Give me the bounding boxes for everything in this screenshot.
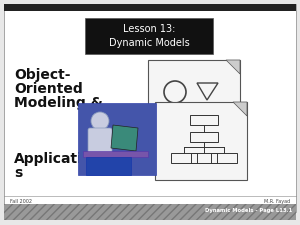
Bar xyxy=(78,103,156,175)
Circle shape xyxy=(91,112,109,130)
Text: Oriented: Oriented xyxy=(14,82,83,96)
Bar xyxy=(211,153,237,163)
Bar xyxy=(190,132,218,142)
Polygon shape xyxy=(233,102,247,116)
Bar xyxy=(4,4,296,11)
Bar xyxy=(83,151,148,157)
Bar xyxy=(171,153,197,163)
Polygon shape xyxy=(226,60,240,74)
Bar xyxy=(148,60,240,138)
Bar xyxy=(155,102,247,180)
Text: Fall 2002: Fall 2002 xyxy=(10,199,32,204)
Bar xyxy=(4,204,296,220)
Text: s: s xyxy=(14,166,22,180)
Text: M.R. Fayad: M.R. Fayad xyxy=(264,199,290,204)
FancyBboxPatch shape xyxy=(88,128,112,154)
Text: Object-: Object- xyxy=(14,68,70,82)
Polygon shape xyxy=(111,125,138,151)
Bar xyxy=(191,153,217,163)
Text: Modeling &: Modeling & xyxy=(14,96,103,110)
Bar xyxy=(190,115,218,125)
Text: Application: Application xyxy=(14,152,102,166)
Bar xyxy=(4,204,296,220)
Text: Lesson 13:
Dynamic Models: Lesson 13: Dynamic Models xyxy=(109,24,189,48)
Bar xyxy=(86,157,131,175)
Bar xyxy=(85,18,213,54)
Text: Dynamic Models - Page L13.1: Dynamic Models - Page L13.1 xyxy=(205,208,292,213)
